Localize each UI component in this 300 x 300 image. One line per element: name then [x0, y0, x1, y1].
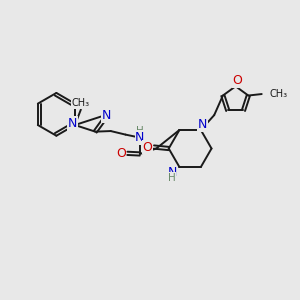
Text: O: O [116, 147, 126, 160]
Text: H: H [168, 173, 176, 183]
Text: CH₃: CH₃ [72, 98, 90, 108]
Text: H: H [136, 126, 144, 136]
Text: N: N [68, 117, 77, 130]
Text: O: O [142, 140, 152, 154]
Text: N: N [167, 166, 177, 179]
Text: O: O [232, 74, 242, 87]
Text: N: N [198, 118, 207, 131]
Text: CH₃: CH₃ [269, 89, 287, 99]
Text: N: N [135, 131, 145, 144]
Text: N: N [102, 109, 111, 122]
